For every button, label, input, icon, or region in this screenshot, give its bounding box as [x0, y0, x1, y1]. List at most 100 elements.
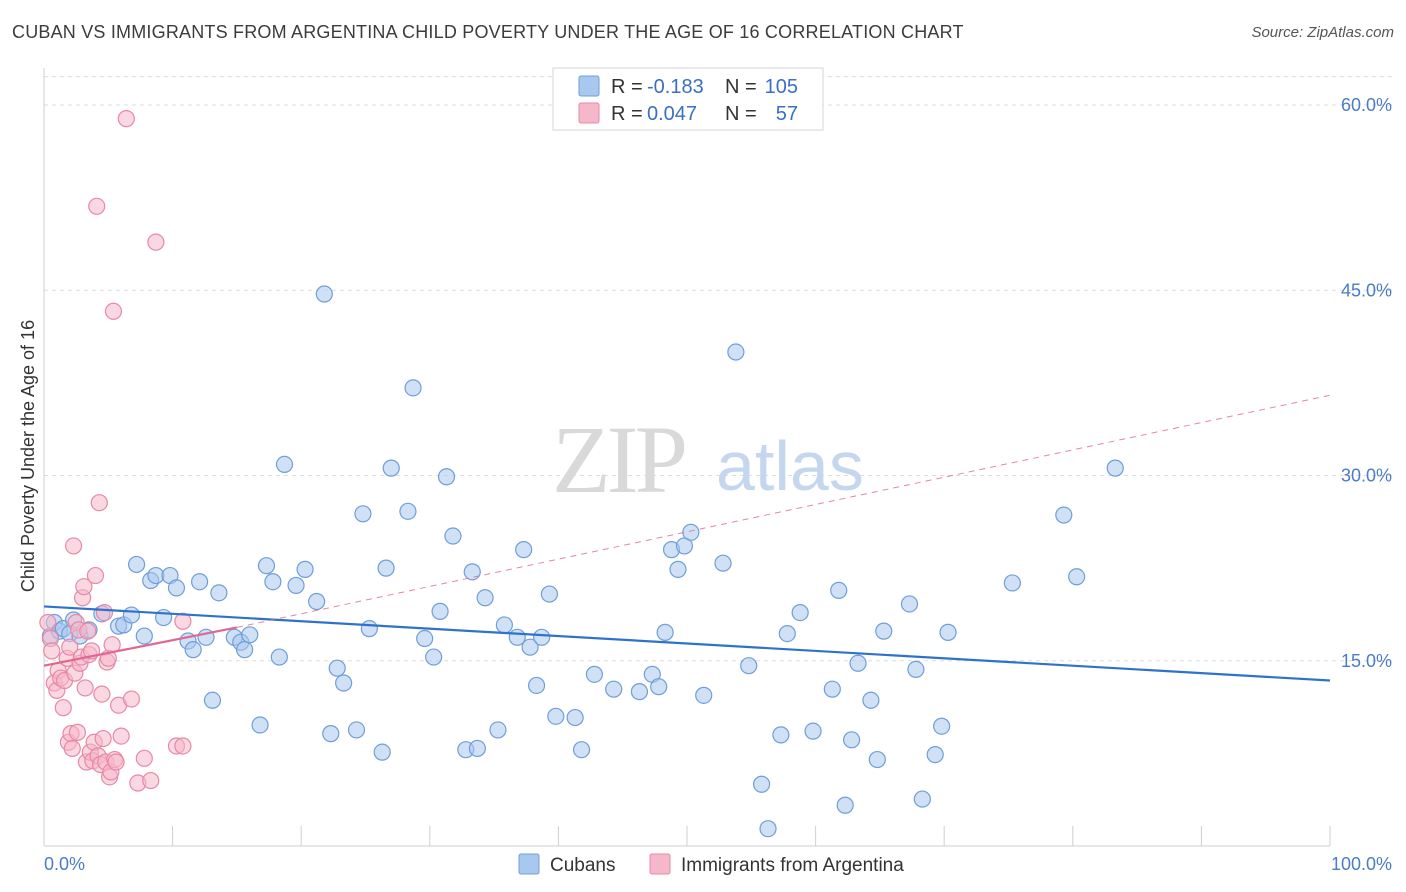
legend-n-value-cubans: 105	[765, 76, 798, 98]
cubans-point	[264, 573, 282, 591]
cubans-point	[270, 648, 288, 666]
cubans-point	[236, 641, 254, 659]
y-tick-label: 30.0%	[1341, 466, 1392, 486]
cubans-point	[566, 708, 584, 727]
cubans-point	[399, 502, 417, 520]
cubans-point	[605, 680, 623, 698]
cubans-point	[463, 563, 481, 581]
series-legend: Cubans Immigrants from Argentina	[518, 853, 904, 876]
cubans-point	[203, 691, 222, 709]
argentina-point	[94, 729, 112, 748]
y-tick-label: 45.0%	[1341, 280, 1392, 300]
bottom-legend-swatch-argentina	[649, 853, 671, 875]
axes	[43, 68, 1330, 847]
cubans-point	[830, 581, 848, 599]
x-tick-label-min: 0.0%	[44, 854, 85, 874]
legend-n-value-argentina: 57	[776, 103, 798, 125]
argentina-point	[135, 749, 153, 767]
cubans-point	[275, 455, 294, 474]
argentina-point	[54, 699, 72, 717]
cubans-point	[354, 505, 372, 523]
cubans-point	[135, 627, 153, 645]
argentina-point	[64, 537, 83, 555]
cubans-point	[752, 775, 771, 793]
y-tick-label: 60.0%	[1341, 95, 1392, 115]
cubans-point	[308, 592, 326, 611]
cubans-point	[843, 731, 861, 749]
cubans-point	[328, 659, 346, 677]
cubans-point	[360, 620, 378, 638]
cubans-point	[849, 654, 867, 672]
cubans-point	[322, 725, 340, 743]
bottom-legend-swatch-cubans	[518, 853, 540, 875]
cubans-point	[650, 678, 668, 696]
argentina-point	[147, 233, 165, 251]
cubans-point	[122, 606, 141, 624]
argentina-point	[76, 679, 94, 697]
legend-n-label-cubans: N =	[725, 76, 757, 98]
legend-r-label-cubans: R =	[611, 76, 643, 98]
cubans-point	[656, 623, 674, 641]
chart-source: Source: ZipAtlas.com	[1251, 24, 1394, 41]
series-cubans	[41, 285, 1124, 838]
cubans-point	[335, 674, 353, 692]
cubans-point	[1068, 568, 1086, 586]
cubans-point	[382, 459, 400, 477]
trendline-argentina	[43, 626, 238, 667]
cubans-point	[515, 541, 533, 559]
cubans-point	[287, 576, 305, 595]
argentina-point	[142, 771, 160, 790]
cubans-point	[836, 796, 854, 814]
cubans-point	[431, 602, 449, 620]
watermark-zip: ZIP	[552, 406, 685, 513]
argentina-point	[107, 753, 125, 771]
y-tick-labels: 15.0% 30.0% 45.0% 60.0%	[1341, 95, 1392, 671]
legend-r-value-argentina: 0.047	[647, 103, 697, 125]
cubans-point	[404, 379, 422, 397]
series-argentina	[39, 110, 192, 792]
watermark-atlas: atlas	[716, 427, 864, 505]
argentina-point	[63, 739, 81, 758]
cubans-point	[257, 557, 276, 575]
y-axis-title: Child Poverty Under the Age of 16	[18, 320, 38, 592]
legend-r-value-cubans: -0.183	[647, 76, 704, 98]
argentina-point	[68, 723, 87, 741]
cubans-point	[875, 622, 893, 640]
cubans-point	[772, 726, 790, 744]
cubans-point	[868, 750, 886, 769]
x-ticks	[43, 826, 1331, 846]
trendline-cubans	[43, 605, 1331, 682]
stats-legend: R = -0.183 N = 105 R = 0.047 N = 57	[552, 67, 824, 131]
legend-swatch-argentina	[578, 102, 600, 124]
cubans-point	[527, 676, 546, 695]
chart-title: CUBAN VS IMMIGRANTS FROM ARGENTINA CHILD…	[12, 22, 964, 42]
cubans-point	[468, 739, 486, 758]
argentina-point	[61, 638, 79, 656]
cubans-point	[926, 746, 944, 764]
cubans-point	[695, 686, 713, 704]
cubans-point	[251, 716, 269, 734]
argentina-point	[174, 737, 192, 755]
cubans-point	[1106, 459, 1124, 477]
cubans-point	[296, 560, 314, 578]
argentina-point	[43, 642, 61, 660]
cubans-point	[347, 721, 366, 739]
argentina-point	[117, 110, 135, 128]
cubans-point	[476, 589, 494, 607]
cubans-point	[127, 555, 146, 574]
cubans-point	[727, 343, 745, 361]
gridlines	[44, 76, 1392, 662]
argentina-point	[112, 727, 130, 745]
cubans-point	[572, 741, 591, 759]
cubans-point	[521, 638, 539, 656]
legend-r-label-argentina: R =	[611, 103, 643, 125]
argentina-point	[86, 566, 105, 585]
argentina-point	[88, 197, 106, 215]
cubans-point	[315, 285, 333, 303]
cubans-point	[210, 584, 228, 602]
cubans-point	[778, 624, 796, 643]
cubans-point	[444, 527, 462, 545]
cubans-point	[167, 579, 186, 597]
argentina-point	[39, 613, 57, 632]
